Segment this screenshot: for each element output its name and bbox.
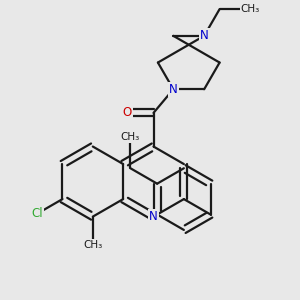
Text: Cl: Cl <box>31 207 43 220</box>
Text: N: N <box>200 29 208 42</box>
Text: CH₃: CH₃ <box>83 240 102 250</box>
Text: O: O <box>122 106 131 119</box>
Text: CH₃: CH₃ <box>241 4 260 14</box>
Text: N: N <box>169 83 178 96</box>
Text: N: N <box>149 210 158 223</box>
Text: CH₃: CH₃ <box>121 132 140 142</box>
